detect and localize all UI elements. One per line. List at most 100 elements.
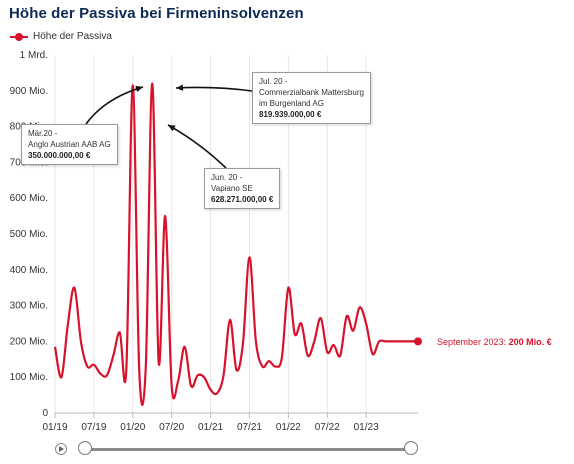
- data-point: [410, 339, 414, 343]
- legend-item[interactable]: Höhe der Passiva: [10, 31, 112, 42]
- data-point: [137, 370, 141, 374]
- data-point: [59, 375, 63, 379]
- data-point: [92, 363, 96, 367]
- annotation-amount: 350.000.000,00 €: [28, 151, 91, 160]
- annotation-date: Jun. 20 -: [211, 173, 243, 182]
- data-point: [118, 330, 122, 334]
- x-tick-label: 01/21: [198, 422, 223, 433]
- annotation-arrowhead: [135, 85, 143, 93]
- data-point: [222, 373, 226, 377]
- last-value-date: September 2023:: [437, 337, 507, 347]
- annotation-arrowhead: [168, 125, 176, 132]
- data-point: [209, 388, 213, 392]
- annotation-anglo-austrian: Mär.20 - Anglo Austrian AAB AG 350.000.0…: [21, 124, 118, 165]
- data-point: [215, 391, 219, 395]
- legend-label: Höhe der Passiva: [33, 31, 112, 42]
- x-tick-label: 07/22: [315, 422, 340, 433]
- y-tick-label: 400 Mio.: [10, 265, 48, 276]
- last-data-point: [414, 337, 422, 346]
- y-axis: 0 100 Mio. 200 Mio. 300 Mio. 400 Mio. 500 Mio…: [10, 50, 49, 419]
- annotation-vapiano: Jun. 20 - Vapiano SE 628.271.000,00 €: [204, 168, 281, 209]
- x-tick-label: 01/20: [120, 422, 145, 433]
- data-point: [293, 332, 297, 336]
- data-point: [403, 339, 407, 343]
- slider-end-handle[interactable]: [404, 441, 418, 455]
- data-point: [124, 368, 128, 372]
- time-slider[interactable]: [52, 440, 564, 460]
- data-point: [254, 339, 258, 343]
- y-tick-label: 0: [42, 408, 48, 419]
- data-point: [351, 329, 355, 333]
- data-point: [111, 354, 115, 358]
- annotation-name: Commerzialbank Mattersburg: [259, 88, 364, 97]
- x-tick-label: 01/22: [276, 422, 301, 433]
- data-point: [98, 372, 102, 376]
- data-point: [176, 379, 180, 383]
- x-tick-label: 01/23: [354, 422, 379, 433]
- data-point: [66, 322, 70, 326]
- annotation-date: Jul. 20 -: [259, 77, 288, 86]
- annotation-arrowhead: [176, 84, 184, 91]
- annotation-amount: 819.939.000,00 €: [259, 110, 322, 119]
- x-tick-label: 01/19: [42, 422, 67, 433]
- y-tick-label: 600 Mio.: [10, 193, 48, 204]
- annotation-arrow: [85, 86, 144, 125]
- y-tick-label: 200 Mio.: [10, 336, 48, 347]
- data-point: [235, 368, 239, 372]
- y-tick-label: 300 Mio.: [10, 301, 48, 312]
- data-point: [312, 339, 316, 343]
- y-tick-label: 100 Mio.: [10, 372, 48, 383]
- series-layer: [53, 82, 422, 406]
- data-point: [241, 341, 245, 345]
- annotation-arrows: [85, 84, 253, 169]
- slider-start-handle[interactable]: [78, 441, 92, 455]
- data-point: [299, 322, 303, 326]
- annotation-name: Anglo Austrian AAB AG: [28, 140, 111, 149]
- data-point: [79, 339, 83, 343]
- data-point: [306, 354, 310, 358]
- data-point: [377, 339, 381, 343]
- y-tick-label: 900 Mio.: [10, 86, 48, 97]
- data-point: [286, 286, 290, 290]
- data-point: [273, 364, 277, 368]
- data-point: [196, 373, 200, 377]
- annotation-arrow: [175, 86, 253, 92]
- data-point: [157, 361, 161, 365]
- data-point: [163, 214, 167, 218]
- data-point: [72, 286, 76, 290]
- series-line: [53, 82, 419, 406]
- annotation-arrow: [167, 124, 227, 169]
- data-point: [384, 339, 388, 343]
- annotation-name: Vapiano SE: [211, 184, 253, 193]
- data-point: [332, 343, 336, 347]
- chart-title: Höhe der Passiva bei Firmeninsolvenzen: [9, 5, 304, 22]
- data-point: [338, 354, 342, 358]
- data-point: [397, 339, 401, 343]
- last-value-amount: 200 Mio. €: [508, 337, 552, 347]
- annotation-commerzialbank: Jul. 20 - Commerzialbank Mattersburg im …: [252, 72, 371, 124]
- data-point: [202, 375, 206, 379]
- x-tick-label: 07/19: [81, 422, 106, 433]
- legend-marker: [10, 32, 28, 41]
- data-point: [53, 345, 57, 349]
- x-tick-label: 07/21: [237, 422, 262, 433]
- data-point: [371, 352, 375, 356]
- last-value-label: September 2023: 200 Mio. €: [437, 337, 552, 347]
- annotation-name-line2: im Burgenland AG: [259, 99, 324, 108]
- data-point: [183, 345, 187, 349]
- data-point: [260, 364, 264, 368]
- data-point: [280, 356, 284, 360]
- data-point: [144, 364, 148, 368]
- data-point: [345, 314, 349, 318]
- line-chart: 0 100 Mio. 200 Mio. 300 Mio. 400 Mio. 500 Mio…: [10, 50, 422, 433]
- y-tick-label: 1 Mrd.: [20, 50, 48, 61]
- data-point: [390, 339, 394, 343]
- y-tick-label: 500 Mio.: [10, 229, 48, 240]
- x-axis: 01/19 07/19 01/20 07/20 01/21 07/21 01/22 07/22…: [42, 412, 418, 433]
- slider-track[interactable]: [84, 448, 413, 451]
- play-icon[interactable]: [55, 443, 67, 455]
- annotation-amount: 628.271.000,00 €: [211, 195, 274, 204]
- data-point: [364, 322, 368, 326]
- data-point: [358, 305, 362, 309]
- annotation-date: Mär.20 -: [28, 129, 58, 138]
